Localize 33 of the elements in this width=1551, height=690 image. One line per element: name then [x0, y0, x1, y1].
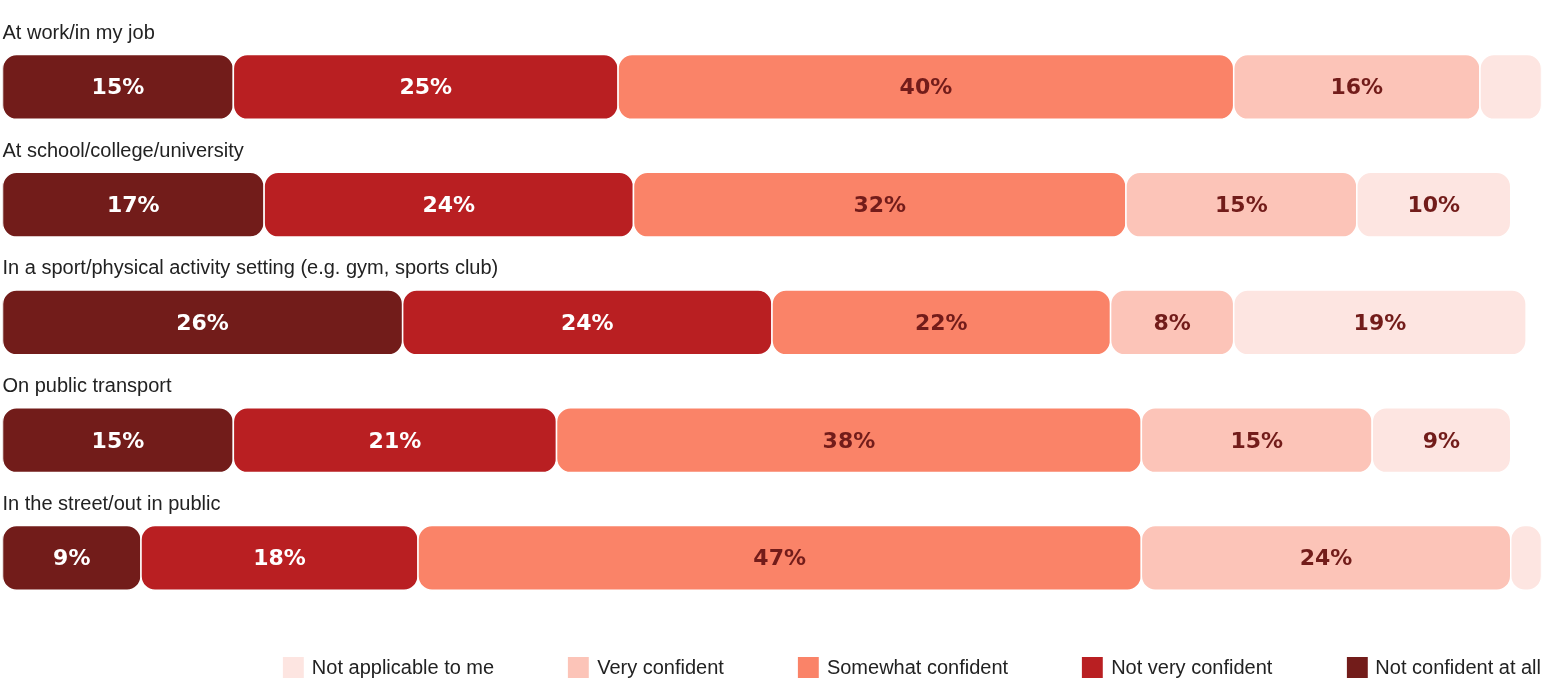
data-label: 9% — [53, 545, 91, 571]
data-label: 10% — [1407, 192, 1461, 218]
legend-label: Not confident at all — [1375, 655, 1541, 679]
legend-label: Very confident — [597, 655, 724, 679]
data-label: 16% — [1330, 74, 1384, 100]
data-label: 47% — [753, 545, 807, 571]
data-label: 21% — [368, 427, 422, 453]
y-tick-label: At work/in my job — [2, 20, 155, 43]
data-label: 19% — [1353, 309, 1407, 335]
data-label: 32% — [853, 192, 907, 218]
data-label: 24% — [560, 309, 614, 335]
data-label: 24% — [1299, 545, 1353, 571]
data-label: 18% — [253, 545, 306, 571]
data-label: 22% — [914, 309, 968, 335]
data-label: 26% — [176, 309, 229, 335]
data-label: 15% — [91, 427, 145, 453]
data-label: 24% — [422, 192, 476, 218]
y-tick-label: On public transport — [2, 373, 172, 396]
y-tick-label: At school/college/university — [2, 138, 244, 161]
data-label: 15% — [91, 74, 145, 100]
legend-label: Not very confident — [1111, 655, 1273, 679]
data-label: 15% — [1230, 427, 1284, 453]
data-label: 38% — [822, 427, 876, 453]
data-label: 8% — [1153, 309, 1191, 335]
data-label: 25% — [399, 74, 453, 100]
data-label: 40% — [899, 74, 953, 100]
legend-label: Not applicable to me — [311, 655, 495, 679]
data-label: 17% — [106, 192, 160, 218]
data-label: 9% — [1422, 427, 1461, 453]
legend-label: Somewhat confident — [826, 655, 1009, 679]
data-label: 15% — [1215, 192, 1268, 218]
y-tick-label: In a sport/physical activity setting (e.g. gym, sports club) — [2, 256, 499, 279]
y-tick-label: In the street/out in public — [2, 491, 221, 514]
